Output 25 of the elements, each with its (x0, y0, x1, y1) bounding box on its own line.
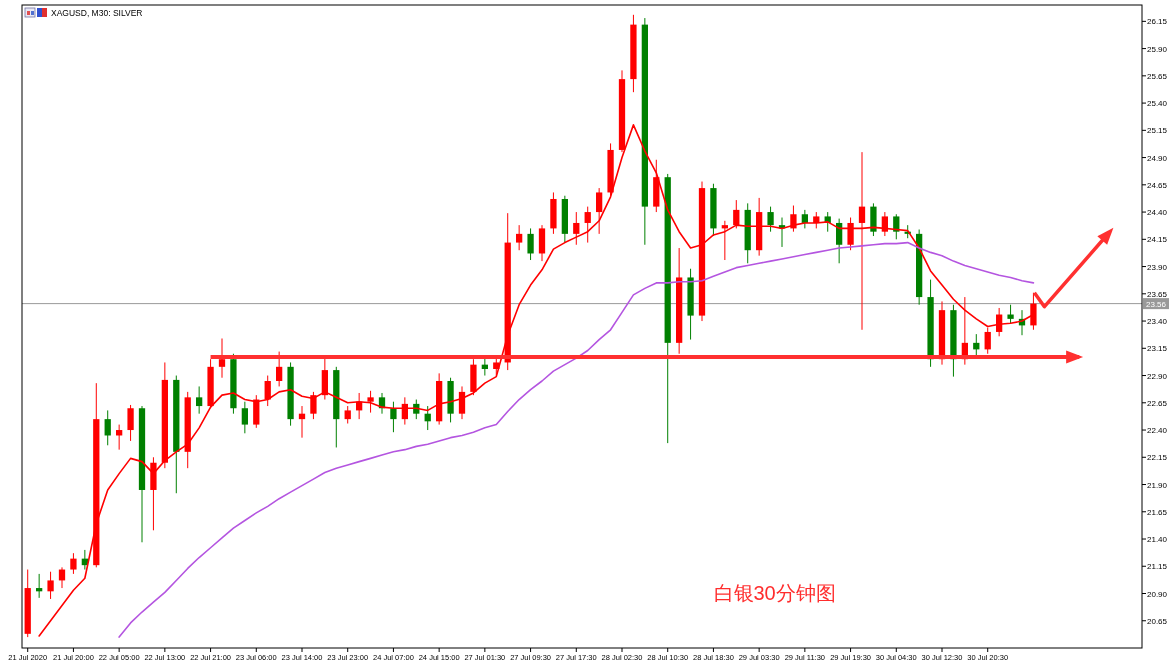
y-tick-label: 20.90 (1147, 589, 1168, 599)
y-tick-label: 25.65 (1147, 71, 1168, 81)
y-tick-label: 21.15 (1147, 562, 1168, 572)
y-tick-label: 25.15 (1147, 126, 1168, 136)
y-tick-label: 20.65 (1147, 616, 1168, 626)
y-tick-label: 25.90 (1147, 44, 1168, 54)
y-tick-label: 23.15 (1147, 344, 1168, 354)
y-tick-label: 24.65 (1147, 180, 1168, 190)
y-tick-label: 21.65 (1147, 507, 1168, 517)
y-tick-label: 22.65 (1147, 398, 1168, 408)
y-tick-label: 21.40 (1147, 535, 1168, 545)
y-tick-label: 23.40 (1147, 317, 1168, 327)
y-tick-label: 21.90 (1147, 480, 1168, 490)
y-tick-label: 24.90 (1147, 153, 1168, 163)
y-tick-label: 22.90 (1147, 371, 1168, 381)
y-tick-label: 23.65 (1147, 289, 1168, 299)
y-tick-label: 24.15 (1147, 235, 1168, 245)
annotation: 白银30分钟图 (713, 581, 836, 604)
y-tick-label: 22.15 (1147, 453, 1168, 463)
title: XAGUSD, M30: SILVER (51, 8, 143, 18)
y-tick-label: 23.90 (1147, 262, 1168, 272)
y-tick-label: 25.40 (1147, 99, 1168, 109)
y-tick-label: 22.40 (1147, 426, 1168, 436)
y-tick-label: 24.40 (1147, 208, 1168, 218)
y-tick-label: 26.15 (1147, 17, 1168, 27)
